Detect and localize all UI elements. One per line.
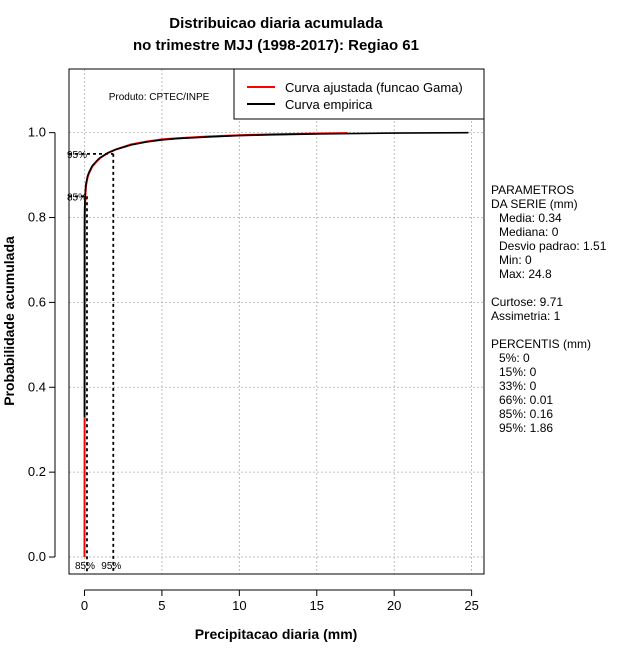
x-tick-label-0: 0 bbox=[81, 598, 88, 613]
legend-box bbox=[233, 68, 485, 120]
y-tick-label-2: 0.4 bbox=[28, 379, 46, 394]
x-axis-title: Precipitacao diaria (mm) bbox=[195, 626, 358, 642]
y-tick-label-0: 0.0 bbox=[28, 549, 46, 564]
chart-title-line1: Distribuicao diaria acumulada bbox=[169, 15, 383, 32]
perc-85: 85%: 0.16 bbox=[499, 407, 554, 421]
y-tick-label-4: 0.8 bbox=[28, 210, 46, 225]
x-tick-label-2: 10 bbox=[232, 598, 246, 613]
y-axis: 0.0 0.2 0.4 0.6 0.8 1.0 bbox=[28, 125, 56, 564]
stat-curtose: Curtose: 9.71 bbox=[491, 295, 564, 309]
perc-95: 95%: 1.86 bbox=[499, 421, 554, 435]
x-tick-label-5: 25 bbox=[464, 598, 478, 613]
series-lines bbox=[83, 131, 469, 558]
stat-desvio: Desvio padrao: 1.51 bbox=[499, 239, 607, 253]
stat-min: Min: 0 bbox=[499, 253, 532, 267]
stat-assimetria: Assimetria: 1 bbox=[491, 309, 561, 323]
ref-label-left-1: 85% bbox=[67, 192, 87, 203]
param-header-1: PARAMETROS bbox=[491, 183, 575, 197]
product-label: Produto: CPTEC/INPE bbox=[109, 92, 210, 103]
perc-5: 5%: 0 bbox=[499, 351, 530, 365]
param-header-2: DA SERIE (mm) bbox=[491, 197, 578, 211]
stats-panel: PARAMETROS DA SERIE (mm) Media: 0.34 Med… bbox=[491, 183, 636, 435]
legend-label-empirical: Curva empirica bbox=[285, 97, 373, 112]
series-line-0 bbox=[83, 132, 348, 558]
chart-title-line2: no trimestre MJJ (1998-2017): Regiao 61 bbox=[133, 37, 419, 54]
series-line-1 bbox=[83, 131, 469, 417]
legend: Curva ajustada (funcao Gama) Curva empir… bbox=[233, 68, 485, 120]
perc-header: PERCENTIS (mm) bbox=[491, 337, 591, 351]
perc-33: 33%: 0 bbox=[499, 379, 537, 393]
y-tick-label-3: 0.6 bbox=[28, 294, 46, 309]
legend-label-fitted: Curva ajustada (funcao Gama) bbox=[285, 80, 463, 95]
ref-label-bottom-1: 85% bbox=[75, 561, 95, 572]
x-tick-label-3: 15 bbox=[310, 598, 324, 613]
y-tick-label-5: 1.0 bbox=[28, 125, 46, 140]
stat-max: Max: 24.8 bbox=[499, 267, 552, 281]
perc-15: 15%: 0 bbox=[499, 365, 537, 379]
stat-mediana: Mediana: 0 bbox=[499, 225, 559, 239]
y-tick-label-1: 0.2 bbox=[28, 464, 46, 479]
ref-label-left-0: 95% bbox=[67, 150, 87, 161]
ref-label-bottom-0: 95% bbox=[101, 561, 121, 572]
x-tick-label-4: 20 bbox=[387, 598, 401, 613]
x-tick-label-1: 5 bbox=[158, 598, 165, 613]
perc-66: 66%: 0.01 bbox=[499, 393, 554, 407]
x-axis: 0 5 10 15 20 25 bbox=[81, 589, 479, 613]
reference-lines: 95% 95% 85% 85% bbox=[67, 150, 121, 574]
stat-media: Media: 0.34 bbox=[499, 211, 562, 225]
y-axis-title: Probabilidade acumulada bbox=[1, 236, 17, 406]
